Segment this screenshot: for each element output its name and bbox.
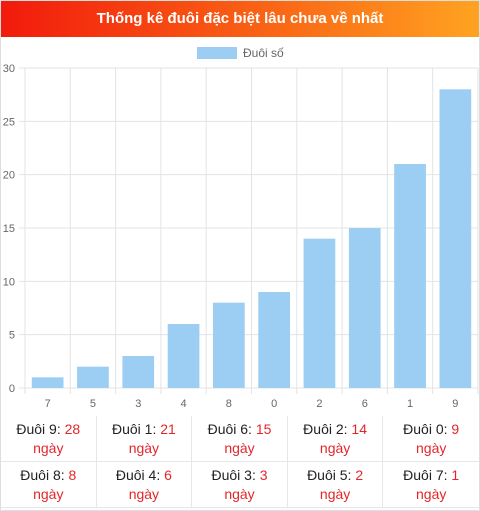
stat-label: Đuôi 2: <box>303 421 348 437</box>
bar <box>122 356 155 388</box>
stat-cell: Đuôi 9: 28 ngày <box>1 416 97 462</box>
stat-unit: ngày <box>416 486 447 502</box>
stat-value: 8 <box>68 467 77 483</box>
stat-label: Đuôi 1: <box>111 421 157 437</box>
bar-chart: 0 5 10 15 20 25 30 7 5 3 4 8 0 2 6 1 9 Đuôi số <box>3 46 479 410</box>
bar <box>439 89 472 389</box>
stat-cell: Đuôi 3: 3 ngày <box>192 462 288 508</box>
y-tick-label: 15 <box>3 223 15 235</box>
stat-unit: ngày <box>224 440 255 456</box>
stat-value: 21 <box>160 421 176 437</box>
stat-value: 9 <box>451 421 460 437</box>
stat-value: 14 <box>351 421 367 437</box>
y-tick-label: 20 <box>3 170 15 182</box>
stat-cell: Đuôi 4: 6 ngày <box>96 462 193 508</box>
y-tick-label: 10 <box>3 276 15 288</box>
x-tick-label: 2 <box>316 398 322 410</box>
stat-cell: Đuôi 1: 21 ngày <box>96 416 193 462</box>
stat-label: Đuôi 6: <box>207 421 252 437</box>
y-tick-label: 5 <box>9 330 15 342</box>
stat-cell: Đuôi 0: 9 ngày <box>383 416 479 462</box>
stat-value: 28 <box>64 421 81 437</box>
stat-unit: ngày <box>128 440 160 456</box>
x-tick-label: 9 <box>452 398 458 410</box>
stat-cell: Đuôi 7: 1 ngày <box>383 462 479 508</box>
stat-label: Đuôi 4: <box>115 467 161 483</box>
legend-swatch <box>197 47 237 59</box>
bar <box>394 164 426 388</box>
stat-unit: ngày <box>33 440 64 456</box>
x-tick-label: 6 <box>362 398 368 410</box>
x-tick-label: 7 <box>45 398 51 410</box>
stat-value: 15 <box>255 421 272 437</box>
stat-label: Đuôi 5: <box>307 467 352 483</box>
bar <box>303 238 336 388</box>
stat-value: 1 <box>451 467 460 483</box>
stat-label: Đuôi 8: <box>20 467 65 483</box>
stat-cell: Đuôi 2: 14 ngày <box>287 416 384 462</box>
x-tick-label: 5 <box>90 398 96 410</box>
x-tick-label: 8 <box>226 398 232 410</box>
x-tick-label: 4 <box>180 398 186 410</box>
stat-unit: ngày <box>319 440 351 456</box>
stat-unit: ngày <box>416 440 447 456</box>
stat-unit: ngày <box>33 486 64 502</box>
bar <box>212 302 245 388</box>
stat-label: Đuôi 3: <box>211 467 256 483</box>
stat-cell: Đuôi 8: 8 ngày <box>1 462 97 508</box>
bar <box>167 324 200 388</box>
stat-cell: Đuôi 5: 2 ngày <box>287 462 384 508</box>
y-tick-label: 30 <box>3 63 15 75</box>
bar <box>31 377 64 388</box>
x-tick-label: 0 <box>271 398 277 410</box>
legend-label: Đuôi số <box>243 46 284 60</box>
stat-value: 2 <box>355 467 364 483</box>
stat-label: Đuôi 0: <box>403 421 448 437</box>
bar <box>348 228 381 388</box>
x-tick-label: 1 <box>407 398 413 410</box>
stat-label: Đuôi 9: <box>16 421 61 437</box>
stat-unit: ngày <box>128 486 160 502</box>
page-title: Thống kê đuôi đặc biệt lâu chưa về nhất <box>1 1 479 37</box>
y-tick-label: 25 <box>3 116 15 128</box>
stat-unit: ngày <box>319 486 351 502</box>
stat-label: Đuôi 7: <box>403 467 448 483</box>
bar <box>77 366 109 388</box>
y-tick-label: 0 <box>9 383 15 395</box>
stat-value: 6 <box>164 467 172 483</box>
chart-area: 0 5 10 15 20 25 30 7 5 3 4 8 0 2 6 1 9 Đuôi số <box>1 37 479 415</box>
bar <box>258 292 291 388</box>
stats-grid: Đuôi 9: 28 ngày Đuôi 1: 21 ngày Đuôi 6: 15 ng… <box>1 416 479 508</box>
stat-cell: Đuôi 6: 15 ngày <box>192 416 288 462</box>
x-tick-label: 3 <box>135 398 141 410</box>
stat-value: 3 <box>259 467 268 483</box>
stat-unit: ngày <box>224 486 255 502</box>
